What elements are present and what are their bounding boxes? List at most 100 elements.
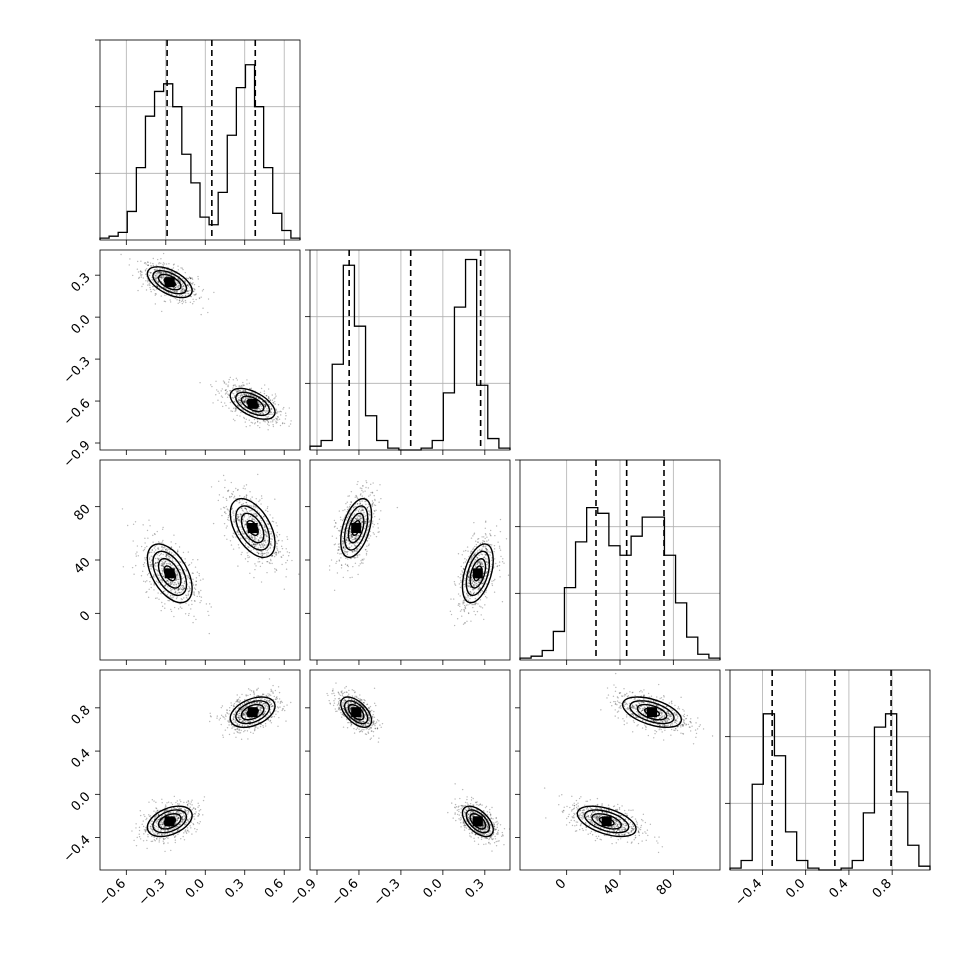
sample-point xyxy=(483,540,485,542)
sample-point xyxy=(338,559,341,561)
sample-point xyxy=(164,833,167,835)
sample-point xyxy=(187,805,189,807)
sample-point xyxy=(472,584,474,586)
sample-point xyxy=(160,830,162,832)
sample-point xyxy=(346,501,348,503)
sample-point xyxy=(281,422,284,424)
sample-point xyxy=(184,823,186,826)
sample-point xyxy=(227,381,230,383)
sample-point xyxy=(348,520,351,523)
sample-point xyxy=(255,514,257,516)
sample-point xyxy=(370,491,372,494)
sample-point xyxy=(162,840,164,842)
sample-point xyxy=(353,549,356,552)
sample-point xyxy=(177,817,180,819)
sample-point xyxy=(362,485,364,487)
sample-point xyxy=(255,515,258,517)
sample-point xyxy=(268,405,271,408)
sample-point xyxy=(187,820,190,823)
sample-point xyxy=(239,700,241,702)
sample-point xyxy=(483,556,486,559)
sample-point xyxy=(163,287,166,289)
sample-point xyxy=(269,543,272,545)
sample-point xyxy=(234,407,236,409)
sample-point xyxy=(345,539,348,542)
sample-point xyxy=(274,403,276,405)
sample-point xyxy=(170,578,173,580)
sample-point xyxy=(155,272,157,275)
sample-point xyxy=(236,731,238,733)
sample-point xyxy=(473,583,475,586)
sample-point xyxy=(337,549,339,551)
panel-frame xyxy=(309,249,511,451)
sample-point xyxy=(182,835,184,838)
sample-point xyxy=(358,514,360,517)
y-tick-label: −0.6 xyxy=(61,396,94,429)
sample-point xyxy=(167,582,170,585)
sample-point xyxy=(164,837,166,840)
sample-point xyxy=(181,598,183,601)
sample-point xyxy=(244,507,247,510)
sample-point xyxy=(265,535,268,538)
sample-point xyxy=(193,807,195,809)
sample-point xyxy=(228,720,230,722)
sample-point xyxy=(179,280,181,282)
sample-point xyxy=(140,276,142,278)
sample-point xyxy=(243,393,245,395)
sample-point xyxy=(184,295,187,297)
sample-point xyxy=(474,552,476,554)
sample-point xyxy=(262,413,265,415)
sample-point xyxy=(264,698,266,700)
sample-point xyxy=(361,521,363,523)
sample-point xyxy=(157,819,160,821)
sample-point xyxy=(181,817,183,819)
sample-point xyxy=(358,515,360,517)
sample-point xyxy=(276,525,278,527)
sample-point xyxy=(260,546,262,548)
sample-point xyxy=(350,534,353,536)
sample-point xyxy=(290,420,292,422)
sample-point xyxy=(247,560,249,563)
sample-point xyxy=(186,594,188,597)
sample-point xyxy=(486,597,488,599)
sample-point xyxy=(179,561,182,563)
sample-point xyxy=(223,382,226,384)
sample-point xyxy=(286,538,289,540)
sample-point xyxy=(162,565,164,567)
sample-point xyxy=(186,812,188,814)
sample-point xyxy=(185,810,187,812)
sample-point xyxy=(178,803,180,805)
sample-point xyxy=(138,826,141,829)
sample-point xyxy=(238,401,241,404)
sample-point xyxy=(477,562,479,564)
sample-point xyxy=(153,584,155,586)
sample-point xyxy=(173,807,175,809)
sample-point xyxy=(227,393,229,395)
sample-point xyxy=(215,380,217,382)
sample-point xyxy=(268,413,270,416)
sample-point xyxy=(153,533,156,535)
sample-point xyxy=(269,704,272,706)
sample-point xyxy=(255,521,258,523)
sample-point xyxy=(253,544,255,546)
sample-point xyxy=(342,528,345,530)
sample-point xyxy=(364,521,367,523)
sample-point xyxy=(166,836,168,839)
sample-point xyxy=(240,708,242,711)
sample-point xyxy=(174,836,176,839)
sample-point xyxy=(152,534,154,537)
sample-point xyxy=(141,570,144,573)
sample-point xyxy=(194,808,197,810)
sample-point xyxy=(238,518,240,521)
sample-point xyxy=(156,273,158,276)
sample-point xyxy=(262,413,264,415)
sample-point xyxy=(170,293,173,295)
sample-point xyxy=(143,813,145,816)
sample-point xyxy=(243,417,246,420)
sample-point xyxy=(343,550,346,552)
sample-point xyxy=(160,821,162,824)
sample-point xyxy=(178,823,180,826)
sample-point xyxy=(267,510,269,513)
sample-point xyxy=(253,545,256,548)
sample-point xyxy=(199,579,202,581)
